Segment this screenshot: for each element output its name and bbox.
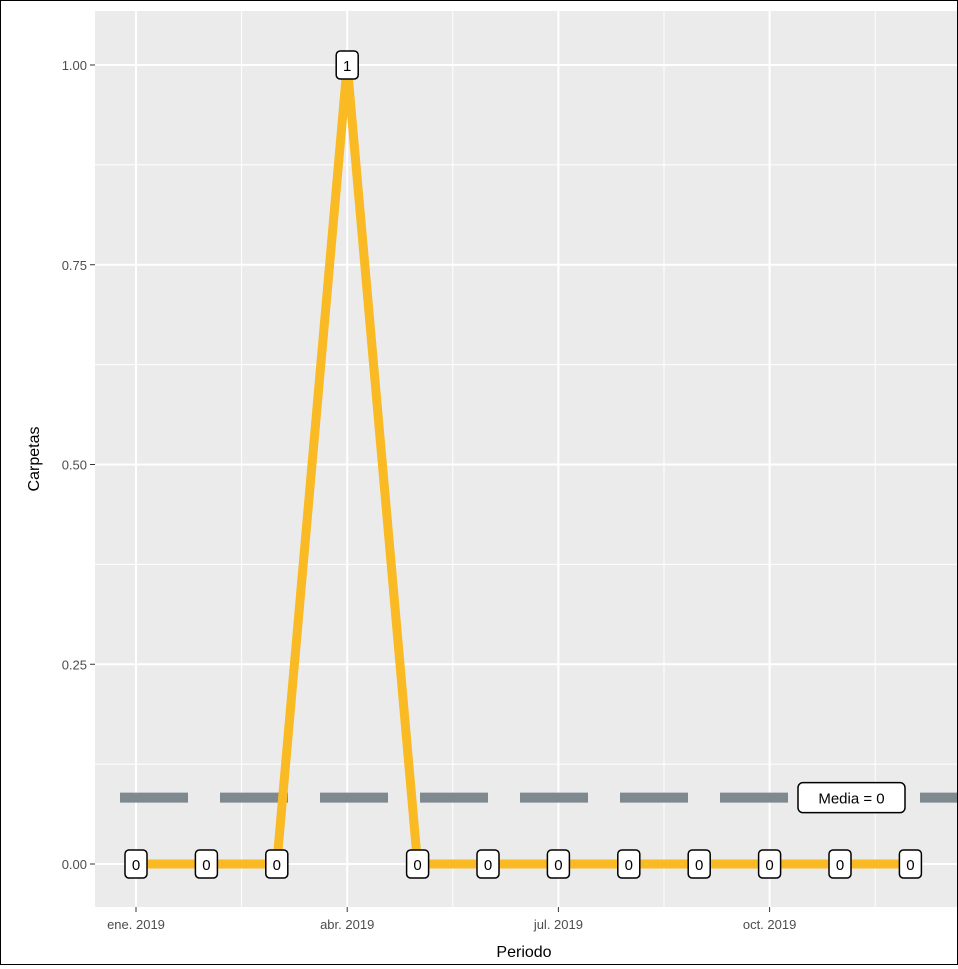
y-tick-label: 0.25 <box>62 657 87 672</box>
point-label: 0 <box>695 857 703 874</box>
mean-label-text: Media = 0 <box>818 791 884 808</box>
point-label: 1 <box>343 58 351 75</box>
point-label-box <box>757 849 782 879</box>
point-label-box <box>476 849 500 879</box>
point-label: 0 <box>836 857 844 874</box>
point-label: 0 <box>202 857 210 874</box>
point-label: 0 <box>273 857 281 874</box>
mean-label: Media = 0 <box>797 781 906 814</box>
point-label-box <box>687 849 711 879</box>
point-label-box <box>124 849 148 879</box>
point-label-box <box>335 50 359 80</box>
point-label-box <box>828 849 852 879</box>
y-axis-title: Carpetas <box>26 427 43 492</box>
y-tick-label: 0.50 <box>62 458 87 473</box>
x-tick-label: ene. 2019 <box>107 917 165 932</box>
x-axis-title: Periodo <box>496 944 551 961</box>
point-label: 0 <box>906 857 914 874</box>
grid-major <box>95 11 957 907</box>
point-label: 0 <box>484 857 492 874</box>
x-tick-label: abr. 2019 <box>320 917 374 932</box>
point-label: 0 <box>625 857 633 874</box>
mean-label-box <box>797 781 906 814</box>
point-label: 0 <box>765 857 773 874</box>
point-label-box <box>617 849 641 879</box>
x-axis: ene. 2019 abr. 2019 jul. 2019 oct. 2019 <box>107 907 796 932</box>
point-label-box <box>265 849 289 879</box>
grid-minor <box>95 11 957 907</box>
x-tick-label: oct. 2019 <box>743 917 797 932</box>
y-tick-label: 0.00 <box>62 857 87 872</box>
x-tick-label: jul. 2019 <box>533 917 583 932</box>
y-axis: 0.00 0.25 0.50 0.75 1.00 <box>62 58 95 872</box>
point-label: 0 <box>413 857 421 874</box>
y-tick-label: 1.00 <box>62 58 87 73</box>
y-tick-label: 0.75 <box>62 258 87 273</box>
plot-panel <box>95 11 957 907</box>
point-label-box <box>405 849 430 879</box>
point-labels: 0 0 0 1 0 0 0 0 0 0 0 0 <box>124 50 923 879</box>
point-label: 0 <box>132 857 140 874</box>
point-label: 0 <box>554 857 562 874</box>
point-label-box <box>898 849 923 879</box>
point-label-box <box>546 849 571 879</box>
point-label-box <box>194 849 219 879</box>
